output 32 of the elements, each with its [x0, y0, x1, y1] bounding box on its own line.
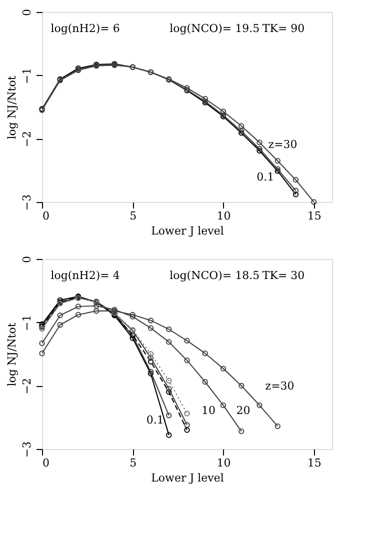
y-tick-label: 0 — [20, 9, 34, 16]
y-tick-label: −2 — [20, 378, 34, 394]
annotation: z=30 — [268, 138, 298, 151]
x-tick-label: 0 — [42, 210, 50, 222]
annotation: log(NCO)= 18.5 — [170, 269, 260, 282]
annotation: log(nH2)= 6 — [50, 22, 120, 36]
x-tick-label: 10 — [216, 456, 231, 470]
y-axis-title: log NJ/Ntot — [6, 75, 18, 140]
y-tick-label: −1 — [20, 68, 34, 84]
x-tick-label: 15 — [307, 210, 322, 222]
x-tick-label: 15 — [307, 456, 322, 470]
x-axis-title: Lower J level — [151, 472, 224, 484]
annotation: 10 — [202, 404, 216, 417]
x-tick-label: 0 — [42, 456, 50, 470]
y-tick-label: −3 — [20, 194, 34, 211]
annotation: TK= 90 — [262, 22, 305, 36]
y-axis-title: log NJ/Ntot — [6, 322, 18, 386]
annotation: log(nH2)= 4 — [50, 269, 120, 282]
annotation: z=30 — [265, 379, 294, 392]
y-tick-label: 0 — [20, 256, 34, 263]
annotation: 0.1 — [256, 170, 274, 184]
annotation: log(NCO)= 19.5 — [170, 22, 260, 36]
x-tick-label: 5 — [130, 210, 137, 222]
y-tick-label: −2 — [20, 131, 34, 148]
y-tick-label: −3 — [20, 441, 34, 458]
x-tick-label: 10 — [216, 210, 231, 222]
x-tick-label: 5 — [130, 456, 137, 470]
annotation: 0.1 — [146, 414, 164, 426]
x-axis-title: Lower J level — [151, 224, 224, 238]
y-tick-label: −1 — [20, 314, 34, 331]
annotation: 20 — [236, 404, 250, 417]
annotation: TK= 30 — [262, 269, 305, 282]
